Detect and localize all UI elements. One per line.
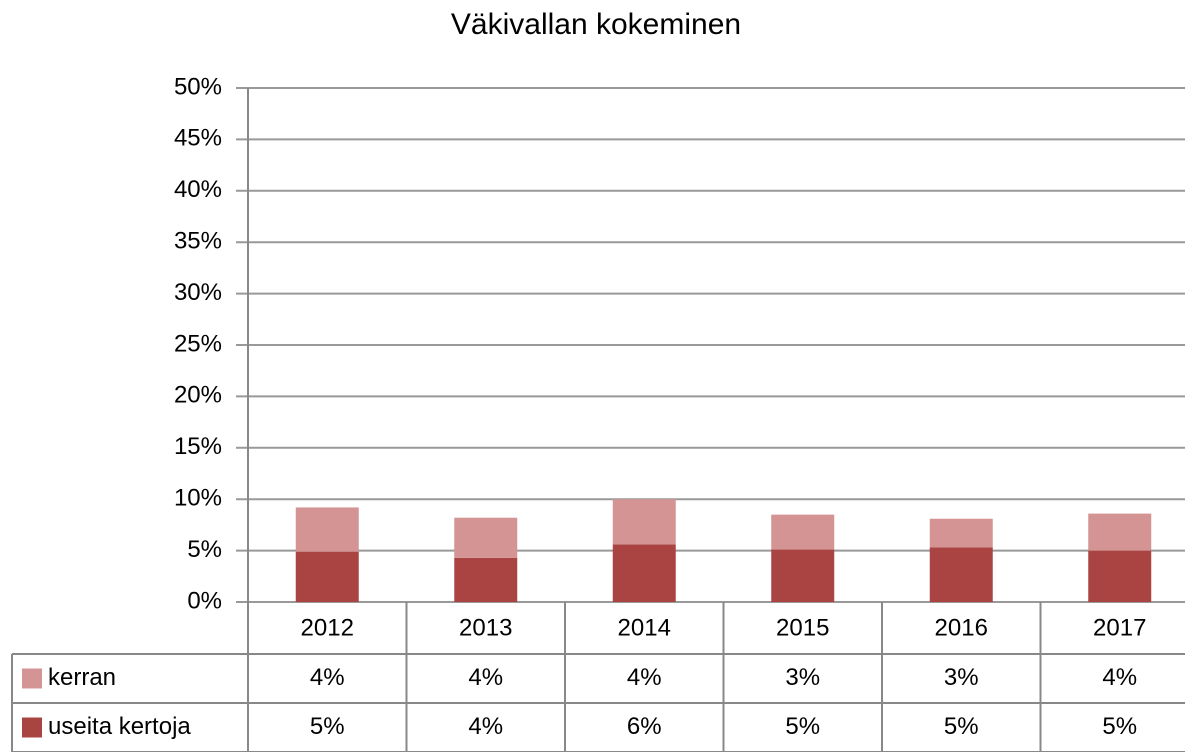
bar	[771, 514, 835, 550]
bar	[295, 507, 359, 552]
data-label: 4%	[468, 664, 503, 691]
y-tick-label: 50%	[174, 73, 222, 100]
y-tick-label: 25%	[174, 330, 222, 357]
bar	[771, 549, 835, 602]
legend-swatch	[22, 717, 42, 738]
bar	[295, 551, 359, 602]
bar	[454, 517, 518, 558]
y-tick-label: 35%	[174, 228, 222, 255]
y-tick-label: 15%	[174, 433, 222, 460]
x-tick-label: 2017	[1093, 614, 1146, 641]
data-label: 5%	[944, 713, 979, 740]
legend-swatch	[22, 668, 42, 689]
data-label: 5%	[310, 713, 345, 740]
data-label: 5%	[1102, 713, 1137, 740]
legend-label: useita kertoja	[48, 713, 191, 740]
data-label: 4%	[627, 664, 662, 691]
bar	[454, 557, 518, 602]
y-tick-label: 40%	[174, 176, 222, 203]
bar	[612, 499, 676, 545]
data-label: 4%	[310, 664, 345, 691]
bar	[929, 547, 993, 602]
y-tick-label: 10%	[174, 485, 222, 512]
y-tick-label: 20%	[174, 382, 222, 409]
data-label: 4%	[1102, 664, 1137, 691]
data-label: 4%	[468, 713, 503, 740]
data-label: 5%	[785, 713, 820, 740]
x-tick-label: 2014	[618, 614, 671, 641]
y-tick-label: 45%	[174, 125, 222, 152]
data-label: 3%	[785, 664, 820, 691]
bar	[1088, 513, 1152, 551]
bar	[929, 518, 993, 548]
y-tick-label: 0%	[187, 587, 222, 614]
bar	[612, 544, 676, 602]
y-tick-label: 30%	[174, 279, 222, 306]
data-label: 3%	[944, 664, 979, 691]
y-tick-label: 5%	[187, 536, 222, 563]
x-tick-label: 2016	[935, 614, 988, 641]
x-tick-label: 2012	[301, 614, 354, 641]
legend-label: kerran	[48, 664, 116, 691]
bar	[1088, 550, 1152, 602]
x-tick-label: 2013	[459, 614, 512, 641]
data-label: 6%	[627, 713, 662, 740]
chart-title: Väkivallan kokeminen	[451, 8, 741, 41]
x-tick-label: 2015	[776, 614, 829, 641]
